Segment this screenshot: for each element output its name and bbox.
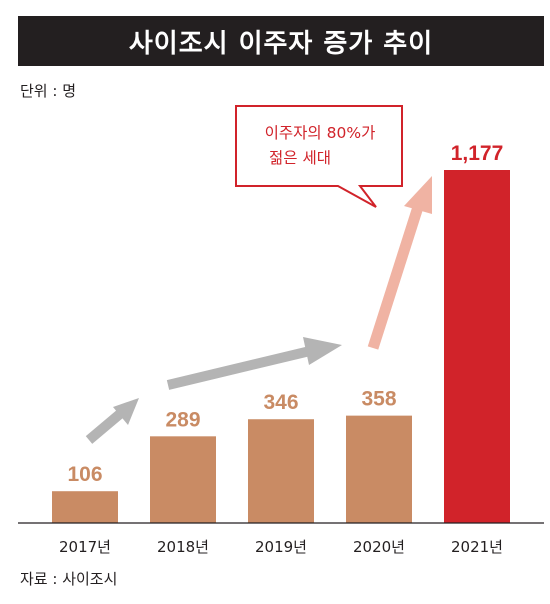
callout-shape: [235, 105, 403, 208]
callout-line-1: 이주자의 80%가: [265, 124, 376, 142]
bar-value-label-5: 1,177: [451, 142, 504, 165]
bars-group: 106 289 346 358 1,177: [52, 142, 510, 523]
bar-value-label-1: 106: [67, 463, 102, 486]
x-tick-label-3: 2019년: [255, 538, 307, 556]
x-tick-label-5: 2021년: [451, 538, 503, 556]
bar-value-label-3: 346: [263, 391, 298, 414]
source-label: 자료 : 사이조시: [20, 570, 118, 588]
trend-arrow-2-head: [303, 337, 342, 365]
trend-arrow-1-head: [113, 398, 139, 425]
x-tick-label-1: 2017년: [59, 538, 111, 556]
bar-4: [346, 415, 412, 523]
bar-1: [52, 491, 118, 523]
trend-arrow-3-head: [404, 176, 432, 214]
trend-arrow-2: [166, 346, 312, 390]
bar-value-label-2: 289: [165, 408, 200, 431]
bar-value-label-4: 358: [361, 388, 396, 411]
chart-title: 사이조시 이주자 증가 추이: [18, 16, 544, 66]
x-tick-label-4: 2020년: [353, 538, 405, 556]
bar-2: [150, 436, 216, 523]
bar-5: [444, 170, 510, 523]
bar-3: [248, 419, 314, 523]
callout-box: 이주자의 80%가 젊은 세대: [235, 105, 403, 208]
x-tick-labels: 2017년 2018년 2019년 2020년 2021년: [59, 538, 503, 556]
unit-label: 단위 : 명: [20, 82, 76, 100]
trend-arrows: [85, 176, 432, 444]
callout-line-2: 젊은 세대: [269, 149, 331, 167]
x-tick-label-2: 2018년: [157, 538, 209, 556]
trend-arrow-3: [367, 205, 424, 350]
